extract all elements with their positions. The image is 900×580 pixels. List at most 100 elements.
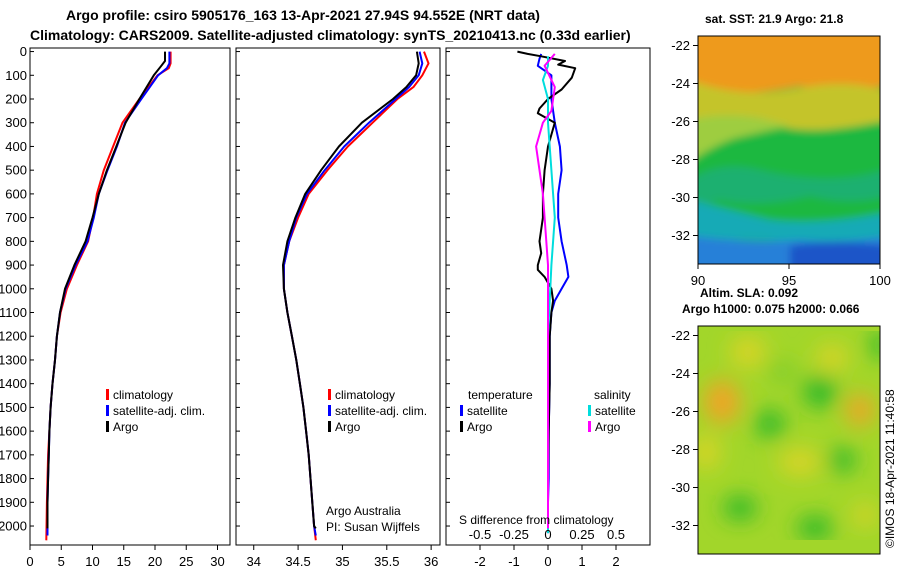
difference-legend: temperature salinity satellite Argo sate… bbox=[460, 388, 636, 434]
x-tick-label: -2 bbox=[474, 554, 486, 569]
salinity-diff-tick-label: -0.5 bbox=[469, 527, 491, 542]
y-tick-label: 100 bbox=[5, 68, 27, 83]
legend-swatch-satellite bbox=[328, 405, 331, 416]
map-y-tick-label: -30 bbox=[671, 480, 690, 495]
difference-axis-title: S difference from climatology bbox=[459, 513, 614, 527]
map-y-tick-label: -26 bbox=[671, 404, 690, 419]
y-tick-label: 1000 bbox=[0, 281, 27, 296]
legend-label-argo: Argo bbox=[335, 420, 361, 434]
legend-label-climatology: climatology bbox=[335, 388, 395, 402]
salinity-diff-tick-label: 0.25 bbox=[569, 527, 594, 542]
map-x-tick-label: 90 bbox=[691, 273, 705, 288]
legend-swatch-temp-satellite bbox=[460, 405, 463, 416]
salinity-x-axis: 34 34.5 35 35.5 36 bbox=[247, 545, 438, 569]
y-tick-label: 1800 bbox=[0, 471, 27, 486]
legend-swatch-sal-satellite bbox=[588, 405, 591, 416]
x-tick-label: 35 bbox=[335, 554, 349, 569]
map-y-tick-label: -26 bbox=[671, 114, 690, 129]
legend-swatch-sal-argo bbox=[588, 421, 591, 432]
y-tick-label: 500 bbox=[5, 163, 27, 178]
x-tick-label: 2 bbox=[612, 554, 619, 569]
map-x-tick-label: 95 bbox=[782, 273, 796, 288]
legend-swatch-temp-argo bbox=[460, 421, 463, 432]
x-tick-label: 25 bbox=[179, 554, 193, 569]
legend-label-temp-satellite: satellite bbox=[467, 404, 508, 418]
map-y-tick-label: -24 bbox=[671, 366, 690, 381]
x-tick-label: 0 bbox=[26, 554, 33, 569]
map-y-tick-label: -28 bbox=[671, 152, 690, 167]
temperature-legend: climatology satellite-adj. clim. Argo bbox=[106, 388, 205, 434]
series-argo-line bbox=[46, 51, 166, 529]
legend-swatch-climatology bbox=[328, 389, 331, 400]
y-tick-label: 1100 bbox=[0, 305, 27, 320]
salinity-diff-tick-label: 0.5 bbox=[607, 527, 625, 542]
y-tick-label: 1400 bbox=[0, 376, 27, 391]
y-tick-label: 0 bbox=[20, 44, 27, 59]
legend-label-sal-satellite: satellite bbox=[595, 404, 636, 418]
legend-swatch-argo bbox=[106, 421, 109, 432]
y-tick-label: 200 bbox=[5, 92, 27, 107]
x-tick-label: 10 bbox=[85, 554, 99, 569]
y-tick-label: 1700 bbox=[0, 447, 27, 462]
x-tick-label: 15 bbox=[117, 554, 131, 569]
y-tick-label: 2000 bbox=[0, 519, 27, 534]
series-argo-line bbox=[282, 51, 420, 529]
temperature-x-axis: 0 5 10 15 20 25 30 bbox=[26, 545, 225, 569]
series-climatology-line bbox=[45, 51, 172, 541]
map-y-tick-label: -28 bbox=[671, 442, 690, 457]
sla-map-subtitle: Argo h1000: 0.075 h2000: 0.066 bbox=[682, 302, 860, 316]
temperature-series bbox=[45, 51, 172, 541]
x-tick-label: 30 bbox=[210, 554, 224, 569]
salinity-series bbox=[282, 51, 430, 541]
salinity-legend: climatology satellite-adj. clim. Argo bbox=[328, 388, 427, 434]
sst-map-ticks: -22 -24 -26 -28 -30 -32 90 95 100 bbox=[671, 38, 891, 288]
x-tick-label: -1 bbox=[508, 554, 520, 569]
y-tick-label: 300 bbox=[5, 115, 27, 130]
map-y-tick-label: -22 bbox=[671, 38, 690, 53]
difference-x-axis: -2 -1 0 1 2 bbox=[474, 545, 620, 569]
legend-swatch-climatology bbox=[106, 389, 109, 400]
y-tick-label: 600 bbox=[5, 186, 27, 201]
sst-map bbox=[698, 36, 880, 264]
sst-map-title: sat. SST: 21.9 Argo: 21.8 bbox=[705, 12, 844, 26]
salinity-panel bbox=[235, 47, 441, 546]
series-temperature-argo-line bbox=[517, 50, 577, 529]
series-salinity-argo-line bbox=[535, 53, 556, 529]
map-x-tick-label: 100 bbox=[869, 273, 891, 288]
legend-label-satellite: satellite-adj. clim. bbox=[113, 404, 205, 418]
y-tick-label: 400 bbox=[5, 139, 27, 154]
salinity-diff-tick-label: -0.25 bbox=[499, 527, 529, 542]
x-tick-label: 35.5 bbox=[374, 554, 399, 569]
map-y-tick-label: -24 bbox=[671, 76, 690, 91]
salinity-diff-tick-label: 0 bbox=[544, 527, 551, 542]
y-tick-label: 1200 bbox=[0, 329, 27, 344]
x-tick-label: 34 bbox=[247, 554, 261, 569]
series-climatology-line bbox=[282, 51, 430, 541]
x-tick-label: 5 bbox=[58, 554, 65, 569]
series-satellite-line bbox=[282, 51, 424, 536]
sla-map-frame bbox=[697, 325, 881, 555]
sla-map-title: Altim. SLA: 0.092 bbox=[700, 286, 798, 300]
map-y-tick-label: -22 bbox=[671, 328, 690, 343]
imos-credit: ©IMOS 18-Apr-2021 11:40:58 bbox=[883, 389, 897, 548]
header-title: Argo profile: csiro 5905176_163 13-Apr-2… bbox=[66, 7, 540, 23]
sla-map-ticks: -22 -24 -26 -28 -30 -32 bbox=[671, 328, 698, 533]
x-tick-label: 34.5 bbox=[285, 554, 310, 569]
legend-heading-temperature: temperature bbox=[468, 388, 533, 402]
x-tick-label: 20 bbox=[148, 554, 162, 569]
map-y-tick-label: -32 bbox=[671, 228, 690, 243]
depth-axis: 0 100 200 300 400 500 600 700 800 900 1000 1100 1200… bbox=[0, 44, 450, 534]
salinity-difference-ticks: -0.5 -0.25 0 0.25 0.5 bbox=[469, 527, 625, 542]
legend-swatch-satellite bbox=[106, 405, 109, 416]
legend-label-satellite: satellite-adj. clim. bbox=[335, 404, 427, 418]
map-y-tick-label: -30 bbox=[671, 190, 690, 205]
credit-pi: PI: Susan Wijffels bbox=[326, 520, 420, 534]
legend-label-climatology: climatology bbox=[113, 388, 173, 402]
legend-label-argo: Argo bbox=[113, 420, 139, 434]
map-y-tick-label: -32 bbox=[671, 518, 690, 533]
y-tick-label: 1600 bbox=[0, 424, 27, 439]
x-tick-label: 36 bbox=[424, 554, 438, 569]
y-tick-label: 800 bbox=[5, 234, 27, 249]
x-tick-label: 1 bbox=[578, 554, 585, 569]
